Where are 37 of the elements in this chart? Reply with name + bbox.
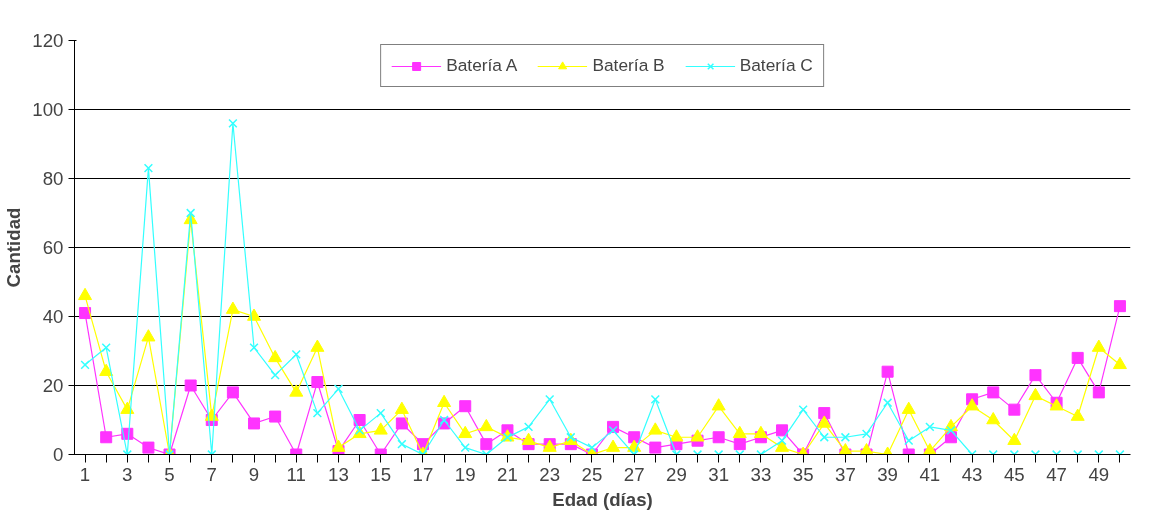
- x-tick-label: 35: [792, 463, 814, 485]
- x-tick-label: 41: [919, 463, 941, 485]
- x-tick-label: 9: [248, 463, 260, 485]
- x-tick-label: 11: [286, 463, 306, 485]
- x-tick-label: 17: [412, 463, 434, 485]
- x-tick-label: 47: [1046, 463, 1067, 485]
- x-tick-label: 27: [623, 463, 645, 485]
- x-tick-label: 15: [370, 463, 392, 485]
- x-tick-label: 3: [122, 463, 133, 485]
- y-tick-label: 20: [42, 375, 64, 396]
- legend-label: Batería B: [592, 55, 665, 76]
- x-tick-label: 43: [961, 463, 983, 485]
- x-axis-title: Edad (días): [552, 488, 653, 510]
- x-tick-label: 13: [328, 463, 349, 485]
- x-tick-label: 37: [835, 463, 856, 485]
- x-tick-label: 7: [206, 463, 217, 485]
- legend-label: Batería C: [739, 55, 813, 76]
- x-tick-label: 33: [750, 463, 772, 485]
- legend-label: Batería A: [446, 55, 518, 76]
- x-tick-label: 49: [1088, 463, 1110, 485]
- y-axis-title: Cantidad: [3, 207, 25, 288]
- x-tick-label: 23: [539, 463, 561, 485]
- x-tick-label: 29: [666, 463, 687, 485]
- y-tick-label: 60: [42, 237, 64, 258]
- x-tick-label: 21: [497, 463, 518, 485]
- x-tick-label: 5: [164, 463, 175, 485]
- x-tick-label: 19: [454, 463, 476, 485]
- x-tick-label: 31: [708, 463, 730, 485]
- x-tick-label: 39: [877, 463, 899, 485]
- y-tick-label: 100: [32, 99, 64, 120]
- x-tick-label: 25: [581, 463, 603, 485]
- y-tick-label: 40: [42, 306, 64, 327]
- x-tick-label: 1: [79, 463, 91, 485]
- y-tick-label: 80: [42, 168, 64, 189]
- x-tick-label: 45: [1003, 463, 1025, 485]
- y-tick-label: 0: [53, 444, 64, 465]
- y-tick-label: 120: [32, 30, 64, 51]
